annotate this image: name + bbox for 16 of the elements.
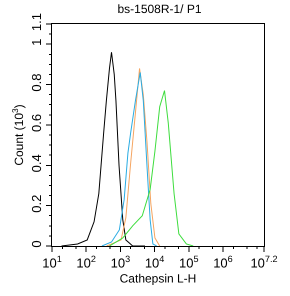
x-tick-label: 10$^{5}$ (179, 254, 199, 271)
y-tick-label: 1.1 (28, 13, 44, 32)
x-tick-label: 10$^{1}$ (42, 254, 62, 271)
chart-title: bs-1508R-1/ P1 (117, 2, 202, 16)
y-tick-label: 0.4 (28, 154, 44, 172)
x-tick-label: 10$^{7.2}$ (250, 254, 278, 271)
x-axis-title: Cathepsin L-H (120, 272, 196, 286)
x-tick-label: 10$^{6}$ (213, 254, 233, 271)
x-tick-label: 10$^{4}$ (144, 254, 164, 271)
y-tick-label: 1 (28, 38, 44, 46)
x-tick-label: 10$^{2}$ (76, 254, 96, 271)
y-tick-label: 0.8 (28, 74, 44, 92)
y-tick-label: 0.2 (28, 194, 44, 213)
y-tick-label: 0.6 (28, 114, 44, 132)
x-tick-label: 10$^{3}$ (110, 254, 130, 271)
y-tick-label: 0 (28, 240, 44, 248)
